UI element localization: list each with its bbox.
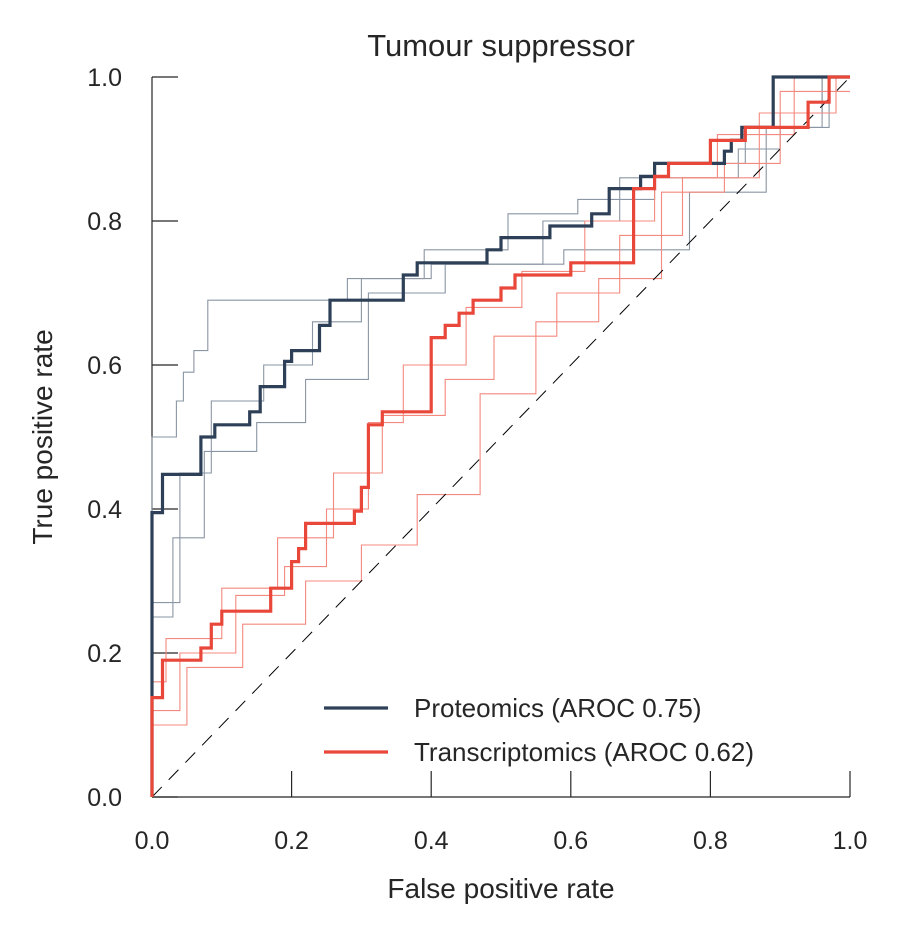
- bootstrap-roc-line: [151, 76, 850, 797]
- y-tick-label: 0.0: [87, 784, 122, 812]
- series-lines: [150, 75, 850, 797]
- y-tick-label: 1.0: [87, 64, 122, 92]
- axes: 0.0 0.2 0.4 0.6 0.8 1.0 0.0 0.2 0.4 0.6 0.8 1.0: [87, 64, 867, 855]
- x-tick-label: 0.2: [274, 827, 309, 855]
- legend-label: Transcriptomics (AROC 0.62): [414, 737, 754, 767]
- x-tick-label: 0.0: [135, 827, 170, 855]
- y-tick-label: 0.6: [87, 352, 122, 380]
- x-tick-label: 0.6: [553, 827, 588, 855]
- x-tick-label: 1.0: [833, 827, 868, 855]
- legend: Proteomics (AROC 0.75) Transcriptomics (A…: [324, 693, 754, 767]
- chart-title: Tumour suppressor: [367, 28, 635, 63]
- x-tick-label: 0.8: [693, 827, 728, 855]
- y-tick-label: 0.4: [87, 496, 122, 524]
- x-tick-label: 0.4: [414, 827, 449, 855]
- series-line-0: [150, 75, 850, 797]
- legend-label: Proteomics (AROC 0.75): [414, 693, 702, 723]
- y-axis-label: True positive rate: [27, 329, 58, 544]
- y-tick-label: 0.8: [87, 208, 122, 236]
- x-axis-label: False positive rate: [387, 873, 614, 904]
- bootstrap-roc-line: [151, 90, 850, 797]
- series-line-1: [150, 75, 850, 797]
- y-tick-label: 0.2: [87, 640, 122, 668]
